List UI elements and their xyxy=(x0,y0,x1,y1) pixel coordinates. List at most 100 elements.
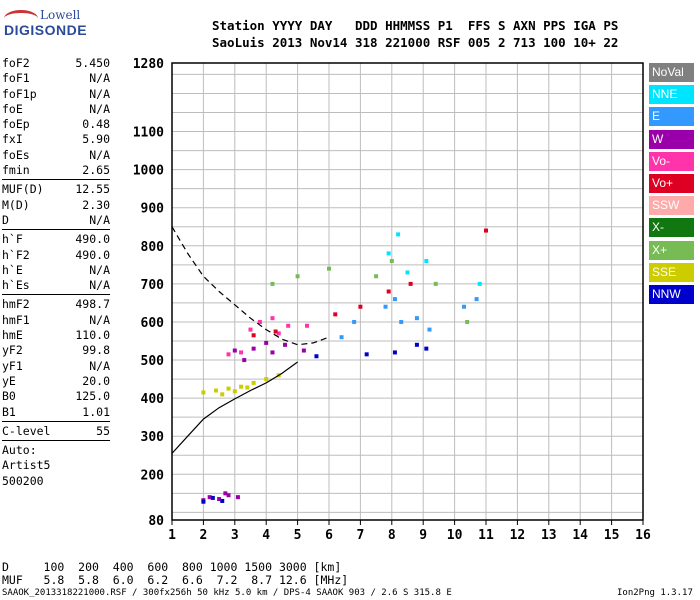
param-value: 5.450 xyxy=(75,56,110,70)
y-tick-label: 1280 xyxy=(133,57,164,72)
param-row: h`E N/A xyxy=(2,263,110,278)
param-row: B0 125.0 xyxy=(2,389,110,404)
param-value: 125.0 xyxy=(75,389,110,404)
divider xyxy=(2,179,110,181)
param-value: N/A xyxy=(89,312,110,327)
param-value: N/A xyxy=(89,147,110,162)
echo-point xyxy=(399,319,404,324)
echo-point xyxy=(276,373,281,378)
echo-point xyxy=(242,358,247,363)
x-tick-label: 11 xyxy=(478,528,494,543)
param-row: fxI 5.90 xyxy=(2,132,110,147)
legend-item: Vo- xyxy=(649,151,694,171)
echo-point xyxy=(462,304,467,309)
param-name: yE xyxy=(2,373,16,388)
param-name: foEs xyxy=(2,147,30,162)
param-value: 490.0 xyxy=(75,247,110,262)
echo-point xyxy=(217,497,222,502)
param-name: foF1 xyxy=(2,71,30,86)
y-tick-label: 300 xyxy=(141,430,165,445)
param-value: N/A xyxy=(89,71,110,86)
echo-point xyxy=(220,498,225,503)
echo-point xyxy=(386,251,391,256)
param-name: h`Es xyxy=(2,278,30,293)
param-row: foF2 5.450 xyxy=(2,56,110,71)
x-tick-label: 1 xyxy=(168,528,176,543)
echo-point xyxy=(327,266,331,271)
auto-line-3: 500200 xyxy=(2,473,44,488)
param-value: 20.0 xyxy=(82,373,110,388)
echo-point xyxy=(286,323,291,328)
echo-point xyxy=(414,342,419,347)
param-row: hmF1 N/A xyxy=(2,313,110,328)
y-tick-label: 500 xyxy=(141,354,165,369)
x-tick-label: 2 xyxy=(199,528,207,543)
echo-point xyxy=(392,297,397,302)
echo-point xyxy=(201,498,206,503)
param-value: 110.0 xyxy=(75,328,110,343)
echo-point xyxy=(405,270,410,275)
divider xyxy=(2,420,110,422)
param-value: 0.48 xyxy=(82,117,110,132)
y-tick-label: 200 xyxy=(141,468,165,483)
echo-point xyxy=(251,333,256,338)
echo-point xyxy=(239,384,244,389)
footer-file-info: SAAOK_2013318221000.RSF / 300fx256h 50 k… xyxy=(2,588,452,598)
y-tick-label: 600 xyxy=(141,316,165,331)
dashed-profile-curve xyxy=(171,226,330,346)
echo-point xyxy=(251,380,256,385)
param-row: hmE 110.0 xyxy=(2,328,110,343)
param-name: B0 xyxy=(2,389,16,404)
param-row: hmF2 498.7 xyxy=(2,297,110,312)
param-row: foF1 N/A xyxy=(2,71,110,86)
echo-point xyxy=(207,495,212,500)
param-name: h`F2 xyxy=(2,247,30,262)
param-name: h`F xyxy=(2,232,23,247)
param-row: yF1 N/A xyxy=(2,359,110,374)
param-row: h`F2 490.0 xyxy=(2,248,110,263)
echo-point xyxy=(251,346,256,351)
param-value: 5.90 xyxy=(82,132,110,147)
param-value: N/A xyxy=(89,262,110,277)
param-name: foF1p xyxy=(2,86,37,101)
param-row: foEp 0.48 xyxy=(2,117,110,132)
param-name: MUF(D) xyxy=(2,182,44,197)
echo-point xyxy=(239,350,244,355)
scaled-parameters-panel: foF2 5.450 foF1 N/A foF1p N/A foE N/A foEp 0.48 fx… xyxy=(2,56,110,489)
y-tick-label: 1100 xyxy=(133,126,164,141)
echo-point xyxy=(389,259,394,264)
echo-point xyxy=(295,274,300,279)
echo-point xyxy=(257,319,262,324)
echo-point xyxy=(264,377,269,382)
x-tick-label: 8 xyxy=(388,528,396,543)
param-row: MUF(D) 12.55 xyxy=(2,182,110,197)
x-tick-label: 4 xyxy=(262,528,270,543)
y-tick-label: 1000 xyxy=(133,164,164,179)
param-name: D xyxy=(2,212,9,227)
echo-point xyxy=(210,495,215,500)
logo-swoosh-icon xyxy=(4,10,38,27)
muf-row: MUF 5.8 5.8 6.0 6.2 6.6 7.2 8.7 12.6 [MH… xyxy=(2,573,349,587)
divider xyxy=(2,440,110,442)
param-value: 99.8 xyxy=(82,343,110,358)
param-row: yE 20.0 xyxy=(2,374,110,389)
echo-point xyxy=(477,281,482,286)
x-tick-label: 14 xyxy=(572,528,588,543)
param-name: C-level xyxy=(2,423,51,438)
echo-point xyxy=(374,274,379,279)
distance-row: D 100 200 400 600 800 1000 1500 3000 [km… xyxy=(2,560,342,574)
echo-point xyxy=(301,348,306,353)
echo-point xyxy=(339,335,344,340)
legend-item: SSW xyxy=(649,196,694,216)
echo-point xyxy=(273,329,278,334)
param-name: hmF1 xyxy=(2,312,30,327)
x-tick-label: 12 xyxy=(510,528,526,543)
echo-point xyxy=(424,259,429,264)
x-tick-label: 7 xyxy=(356,528,364,543)
param-row: foE N/A xyxy=(2,102,110,117)
echo-point xyxy=(484,228,488,233)
echo-point xyxy=(232,348,237,353)
legend-item: NNW xyxy=(649,284,694,304)
echo-point xyxy=(283,342,288,347)
echo-point xyxy=(270,281,275,286)
